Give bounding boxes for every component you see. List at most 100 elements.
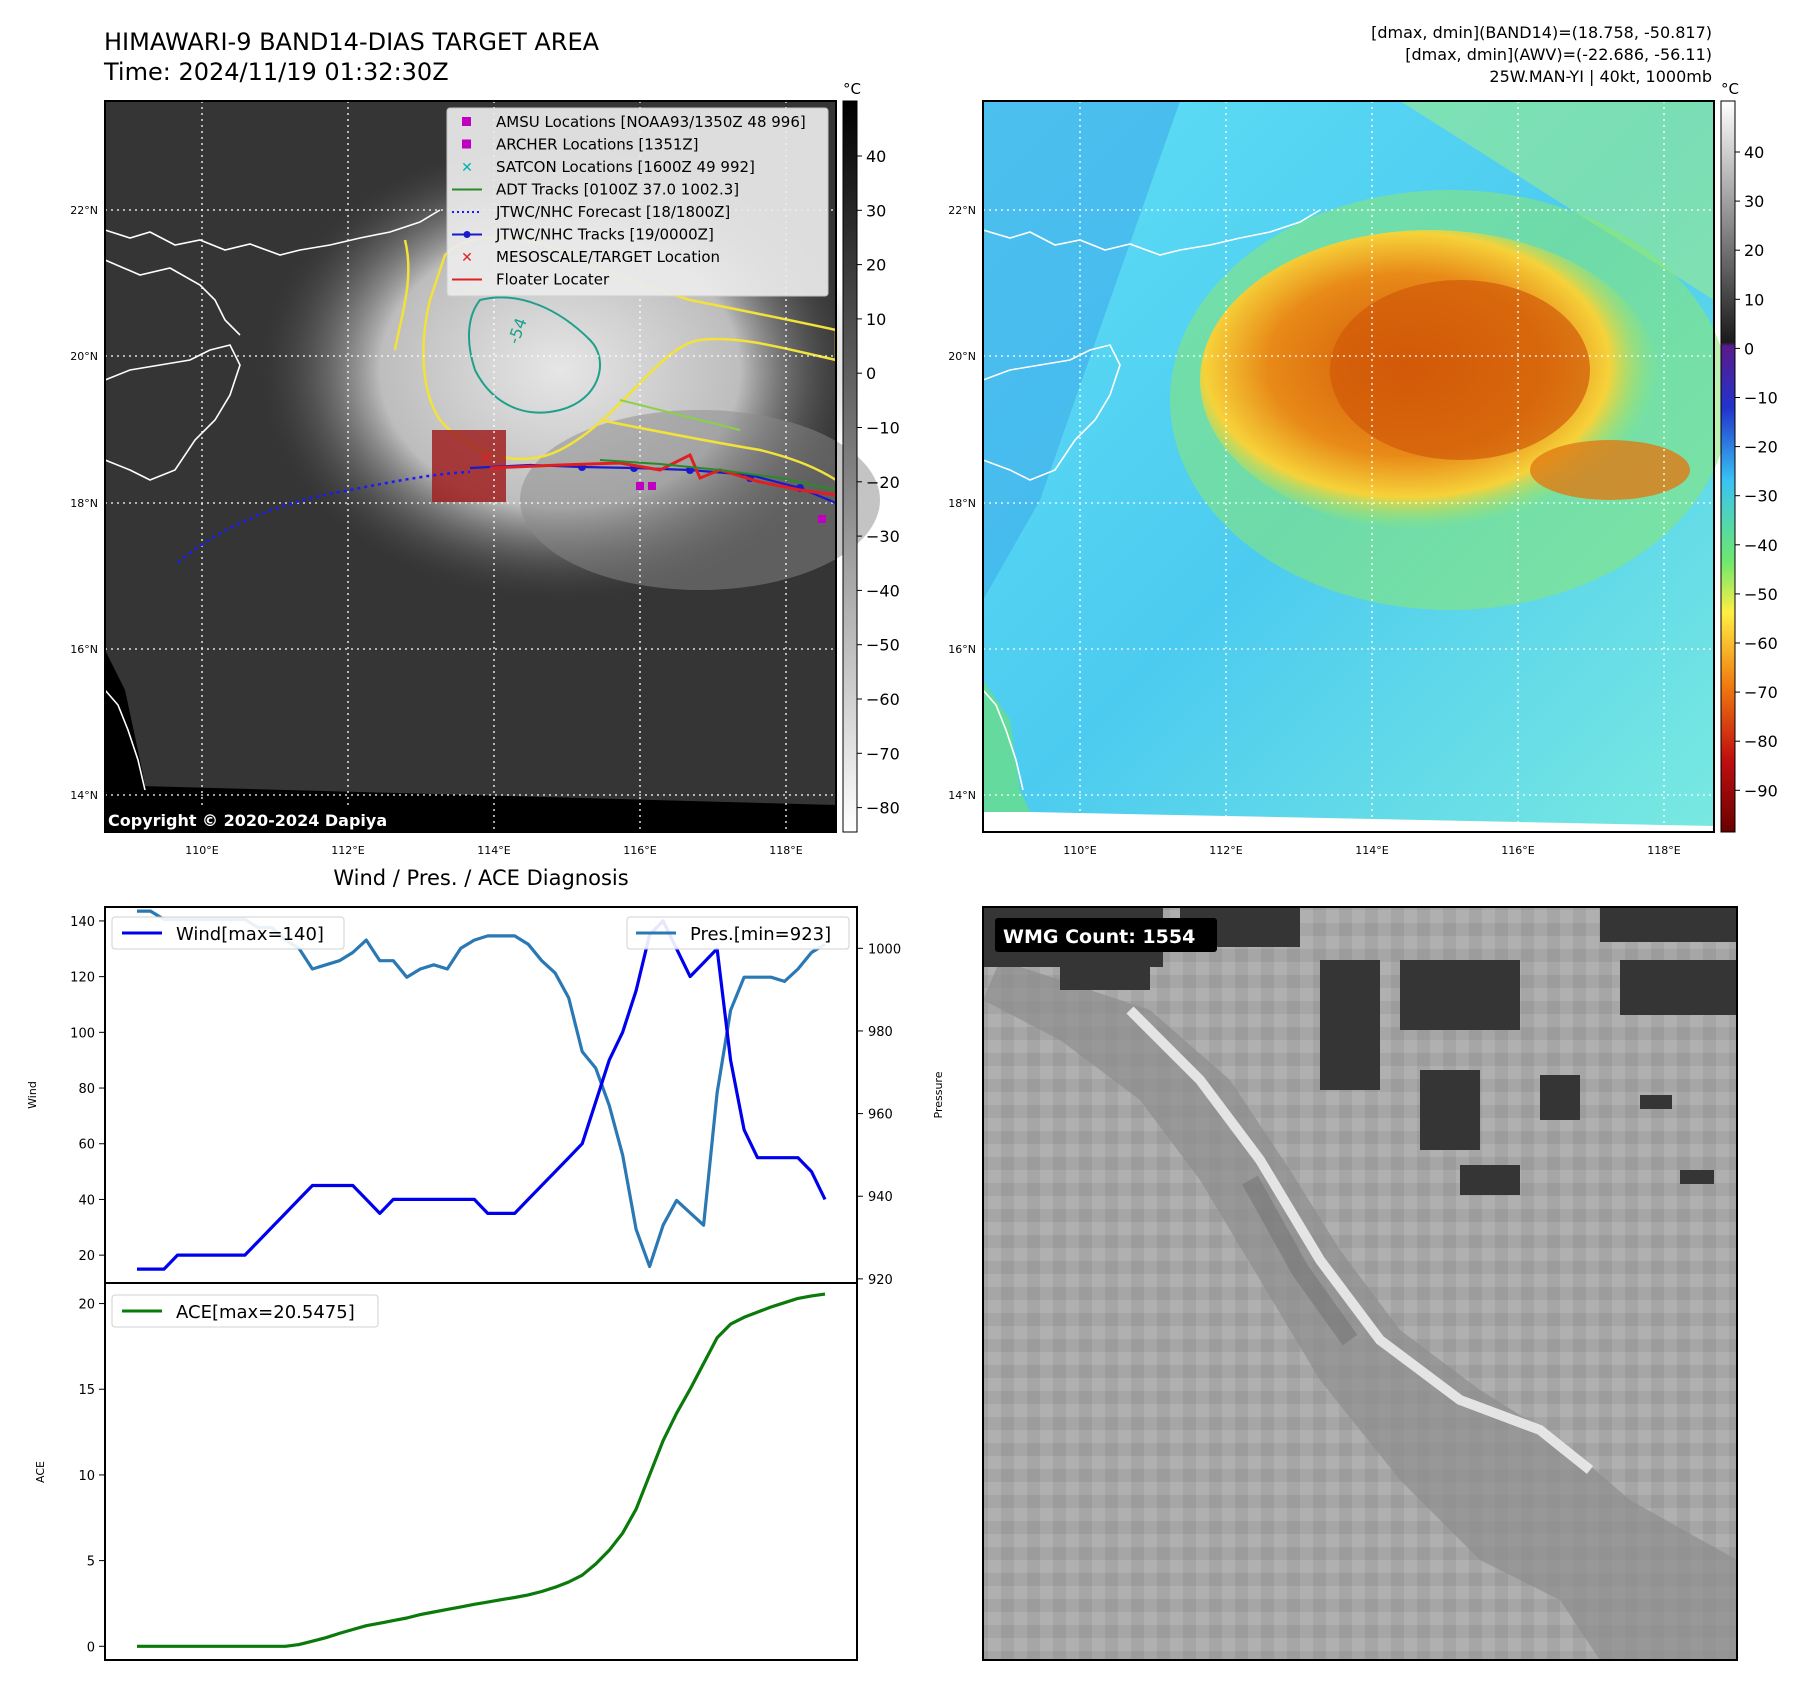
legend-label: JTWC/NHC Tracks [19/0000Z] [495,226,714,244]
awv-coastline-china [982,209,1321,256]
wind-tick-label: 20 [78,1249,95,1264]
wind-tick-label: 120 [70,971,95,986]
awv-lat-label: 22°N [948,204,976,217]
wind-legend-label: Wind[max=140] [176,924,324,945]
ir-legend-box [446,107,829,297]
awv-lon-labels: 110°E 112°E 114°E 116°E 118°E [1063,844,1680,857]
ir-colorbar-tick-label: −50 [866,636,900,655]
wmg-count-box [995,918,1217,952]
target-location-marker: ✕ [479,449,492,468]
ir-colorbar-ticks: 40 30 20 10 0 −10 −20 −30 −40 −50 −60 −70 −80 [857,147,900,818]
wind-axis-label: Wind [26,1081,39,1109]
pressure-legend-label: Pres.[min=923] [690,924,831,945]
figure-title: HIMAWARI-9 BAND14-DIAS TARGET AREA [104,28,600,56]
awv-colorbar-tick-label: 30 [1744,192,1764,211]
awv-lon-label: 110°E [1063,844,1096,857]
pressure-axis-label: Pressure [932,1071,945,1118]
ace-tick-label: 10 [78,1469,95,1484]
ir-lat-label: 16°N [70,643,98,656]
awv-colorbar-tick-label: −20 [1744,438,1778,457]
copyright-box [104,807,414,832]
ir-lat-label: 20°N [70,350,98,363]
ir-lon-labels: 110°E 112°E 114°E 116°E 118°E [185,844,802,857]
ir-map: -54 ✕ [70,80,900,857]
ace-axes [104,1282,858,1661]
awv-colorbar-tick-label: 10 [1744,290,1764,309]
amsu-archer-markers [636,482,826,523]
legend-label: JTWC/NHC Forecast [18/1800Z] [495,203,730,221]
awv-colorbar-tick-label: −80 [1744,732,1778,751]
awv-colorbar-tick-label: 0 [1744,339,1754,358]
wind-legend: Wind[max=140] [111,916,345,950]
ir-colorbar-tick-label: 10 [866,310,886,329]
wmg-bright-band [1126,1006,1594,1474]
legend-label: Floater Locater [496,271,610,289]
ir-legend: AMSU Locations [NOAA93/1350Z 48 996] ARCH… [446,107,829,297]
legend-label: AMSU Locations [NOAA93/1350Z 48 996] [496,113,806,131]
ace-tick-label: 15 [78,1383,95,1398]
ir-lon-label: 112°E [331,844,364,857]
wmg-frame [982,906,1738,1661]
legend-entry: ADT Tracks [0100Z 37.0 1002.3] [452,181,739,199]
awv-gridlines [983,101,1714,832]
legend-square-marker [462,139,471,149]
awv-lat-label: 14°N [948,789,976,802]
legend-entry: ARCHER Locations [1351Z] [462,136,699,154]
wmg-panel: WMG Count: 1554 [982,906,1738,1661]
awv-colorbar-tick-label: −70 [1744,683,1778,702]
ace-axis-label: ACE [34,1461,47,1483]
wind-tick-label: 60 [78,1138,95,1153]
ace-legend-label: ACE[max=20.5475] [176,1302,355,1323]
ir-colorbar-tick-label: 20 [866,256,886,275]
coastline-hainan [104,344,241,481]
ir-colorbar [842,100,858,833]
legend-entry: JTWC/NHC Tracks [19/0000Z] [452,226,714,244]
pressure-tick-label: 980 [868,1025,893,1040]
awv-map: 22°N 20°N 18°N 16°N 14°N 110°E 112°E 114… [948,80,1778,857]
ir-colorbar-tick-label: 40 [866,147,886,166]
wind-tick-label: 40 [78,1193,95,1208]
awv-colorbar-tick-label: −40 [1744,536,1778,555]
ir-lon-label: 116°E [623,844,656,857]
ace-tick-label: 20 [78,1298,95,1313]
pressure-ticks: 920 940 960 980 1000 [857,942,901,1288]
stats-awv: [dmax, dmin](AWV)=(-22.686, -56.11) [1405,45,1712,64]
ir-colorbar-tick-label: −80 [866,799,900,818]
ir-colorbar-tick-label: −40 [866,581,900,600]
awv-colorbar-tick-label: 40 [1744,143,1764,162]
ir-colorbar-tick-label: −10 [866,419,900,438]
pressure-tick-label: 960 [868,1108,893,1123]
awv-lon-label: 112°E [1209,844,1242,857]
awv-colorbar-tick-label: −10 [1744,389,1778,408]
awv-map-frame [982,100,1715,833]
legend-entry: AMSU Locations [NOAA93/1350Z 48 996] [462,113,806,131]
awv-lat-labels: 22°N 20°N 18°N 16°N 14°N [948,204,976,802]
diagnosis-chart: Wind / Pres. / ACE Diagnosis Wind Pressu… [26,866,945,1661]
stats-band14: [dmax, dmin](BAND14)=(18.758, -50.817) [1371,23,1712,42]
ir-colorbar-tick-label: −60 [866,690,900,709]
legend-label: MESOSCALE/TARGET Location [496,248,720,266]
pressure-tick-label: 920 [868,1273,893,1288]
awv-lon-label: 114°E [1355,844,1388,857]
awv-lat-label: 16°N [948,643,976,656]
awv-lat-label: 20°N [948,350,976,363]
legend-square-marker [462,117,471,126]
awv-colorbar [1720,100,1736,833]
ir-map-frame [104,100,837,833]
ir-colorbar-tick-label: −20 [866,473,900,492]
ir-lat-label: 18°N [70,497,98,510]
ir-lat-labels: 22°N 20°N 18°N 16°N 14°N [70,204,98,802]
awv-colorbar-unit: °C [1721,80,1739,98]
awv-colorbar-ticks: 40 30 20 10 0 −10 −20 −30 −40 −50 −60 −70 −80 −90 [1735,143,1778,800]
coastline-vietnam [104,689,146,791]
ir-colorbar-tick-label: 0 [866,364,876,383]
awv-lat-label: 18°N [948,497,976,510]
pressure-tick-label: 940 [868,1190,893,1205]
ir-colorbar-tick-label: −70 [866,744,900,763]
awv-colorbar-tick-label: −90 [1744,781,1778,800]
adt-track [599,459,837,491]
awv-colorbar-tick-label: −60 [1744,634,1778,653]
awv-lon-label: 118°E [1647,844,1680,857]
awv-coastline-hainan [982,344,1121,481]
